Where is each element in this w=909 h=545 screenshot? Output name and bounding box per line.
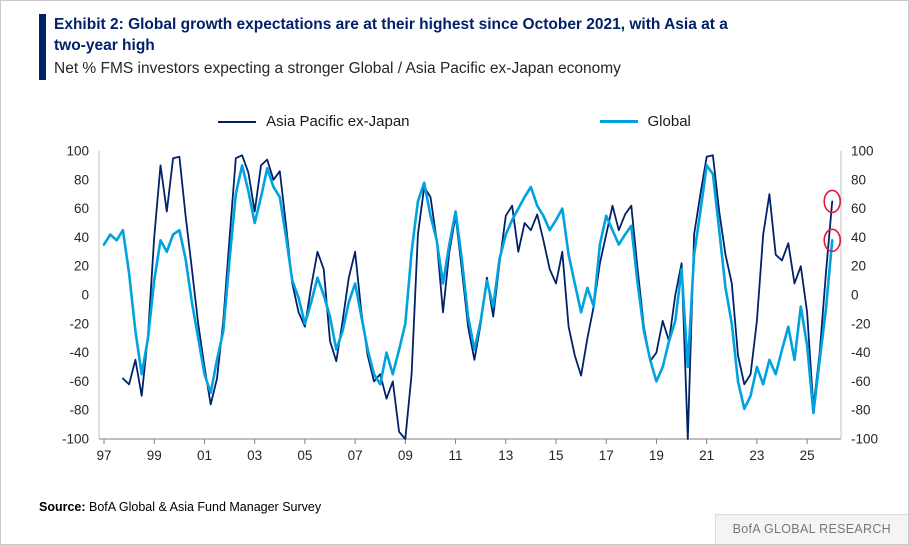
x-tick-label: 21: [699, 448, 714, 463]
asia-line-swatch: [218, 120, 257, 123]
y-tick-label-left: 100: [66, 144, 89, 159]
y-tick-label-left: -40: [69, 345, 89, 360]
latest-point-highlight-circle: [823, 228, 842, 253]
y-tick-label-left: -100: [62, 432, 89, 447]
x-tick-label: 13: [498, 448, 513, 463]
y-tick-label-right: 60: [851, 201, 866, 216]
exhibit-accent-bar: [39, 14, 46, 80]
exhibit-title-line1: Exhibit 2: Global growth expectations ar…: [54, 16, 728, 33]
chart-legend: Asia Pacific ex-Japan Global: [1, 113, 908, 130]
x-tick-label: 23: [749, 448, 764, 463]
global-series-line: [102, 164, 834, 415]
y-tick-label-right: -40: [851, 345, 871, 360]
y-tick-label-right: -20: [851, 316, 871, 331]
legend-item-global: Global: [599, 113, 691, 130]
x-tick-label: 05: [297, 448, 312, 463]
y-tick-label-right: -80: [851, 403, 871, 418]
x-tick-label: 15: [548, 448, 563, 463]
x-tick-label: 97: [97, 448, 112, 463]
x-tick-label: 99: [147, 448, 162, 463]
header-text: Exhibit 2: Global growth expectations ar…: [54, 14, 728, 80]
legend-item-asia: Asia Pacific ex-Japan: [218, 113, 410, 130]
y-tick-label-left: 40: [74, 230, 89, 245]
source-label: Source:: [39, 500, 86, 514]
y-tick-label-right: 80: [851, 172, 866, 187]
legend-label-asia: Asia Pacific ex-Japan: [266, 113, 410, 130]
y-tick-label-right: 40: [851, 230, 866, 245]
x-tick-label: 07: [348, 448, 363, 463]
y-tick-label-left: -60: [69, 374, 89, 389]
exhibit-header: Exhibit 2: Global growth expectations ar…: [39, 14, 728, 80]
y-tick-label-left: 60: [74, 201, 89, 216]
y-tick-label-right: 0: [851, 288, 859, 303]
source-line: Source: BofA Global & Asia Fund Manager …: [39, 500, 321, 514]
latest-point-highlight-circle: [823, 189, 842, 214]
bofa-global-research-tag: BofA GLOBAL RESEARCH: [714, 514, 908, 544]
x-tick-label: 17: [599, 448, 614, 463]
source-text: BofA Global & Asia Fund Manager Survey: [85, 500, 322, 514]
y-tick-label-right: 100: [851, 144, 874, 159]
y-tick-label-right: 20: [851, 259, 866, 274]
exhibit-subtitle: Net % FMS investors expecting a stronger…: [54, 60, 621, 77]
y-tick-label-right: -100: [851, 432, 878, 447]
y-tick-label-left: -20: [69, 316, 89, 331]
y-tick-label-right: -60: [851, 374, 871, 389]
x-tick-label: 01: [197, 448, 212, 463]
exhibit-title-line2: two-year high: [54, 37, 155, 54]
x-tick-label: 11: [449, 448, 463, 463]
global-line-swatch: [599, 119, 638, 124]
legend-label-global: Global: [647, 113, 691, 130]
x-tick-label: 19: [649, 448, 664, 463]
x-tick-label: 25: [800, 448, 815, 463]
growth-expectations-line-chart: 100 100 80 80 60 60 40 40 20 20 0 0 -20 -20 -40 -40 -60 -…: [62, 144, 878, 464]
y-tick-label-left: 80: [74, 172, 89, 187]
x-tick-label: 03: [247, 448, 262, 463]
y-tick-label-left: 20: [74, 259, 89, 274]
y-tick-label-left: -80: [69, 403, 89, 418]
asia-series-line: [122, 154, 834, 440]
y-tick-label-left: 0: [81, 288, 89, 303]
x-tick-label: 09: [398, 448, 413, 463]
